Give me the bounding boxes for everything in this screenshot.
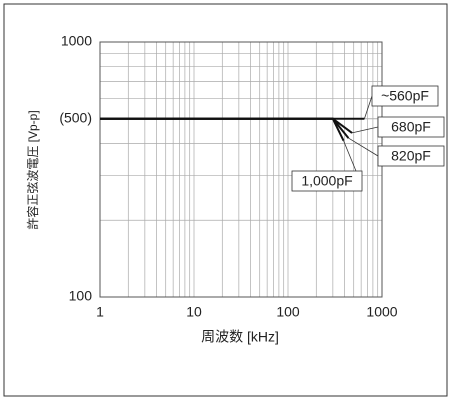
label-box [371,85,439,107]
label-box [377,116,445,138]
x-tick-label: 100 [276,304,300,320]
series-line [100,117,353,134]
leader-line [364,95,373,119]
frame [3,3,448,397]
y-tick-label: 100 [69,288,93,304]
leader-line [343,140,357,172]
leader-line [351,126,379,134]
series-label: 1,000pF [301,173,352,189]
series-line [100,117,345,142]
leader-line [348,137,379,157]
label-box [377,145,445,167]
x-tick-label: 1 [96,304,104,320]
plot-border [99,41,383,298]
series-label: ~560pF [381,88,429,104]
x-tick-label: 1000 [366,304,397,320]
label-box [291,170,363,192]
x-axis-label: 周波数 [kHz] [201,329,279,345]
x-tick-label: 10 [186,304,202,320]
y-axis-label: 許容正弦波電圧 [Vp-p] [25,110,40,229]
series-label: 680pF [391,119,431,135]
series-label: 820pF [391,148,431,164]
y-tick-label: (500) [59,109,92,125]
y-tick-label: 1000 [61,33,92,49]
series-line [100,117,350,139]
